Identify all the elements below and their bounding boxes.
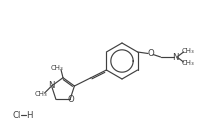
Text: O: O [147,49,154,59]
Text: CH₃: CH₃ [34,91,47,97]
Text: N: N [48,82,54,90]
Text: CH₃: CH₃ [181,60,194,66]
Text: CH₃: CH₃ [181,48,194,54]
Text: H: H [26,111,32,119]
Text: CH₃: CH₃ [51,65,63,71]
Text: O: O [67,95,74,104]
Text: Cl: Cl [13,111,21,119]
Text: N: N [172,53,179,61]
